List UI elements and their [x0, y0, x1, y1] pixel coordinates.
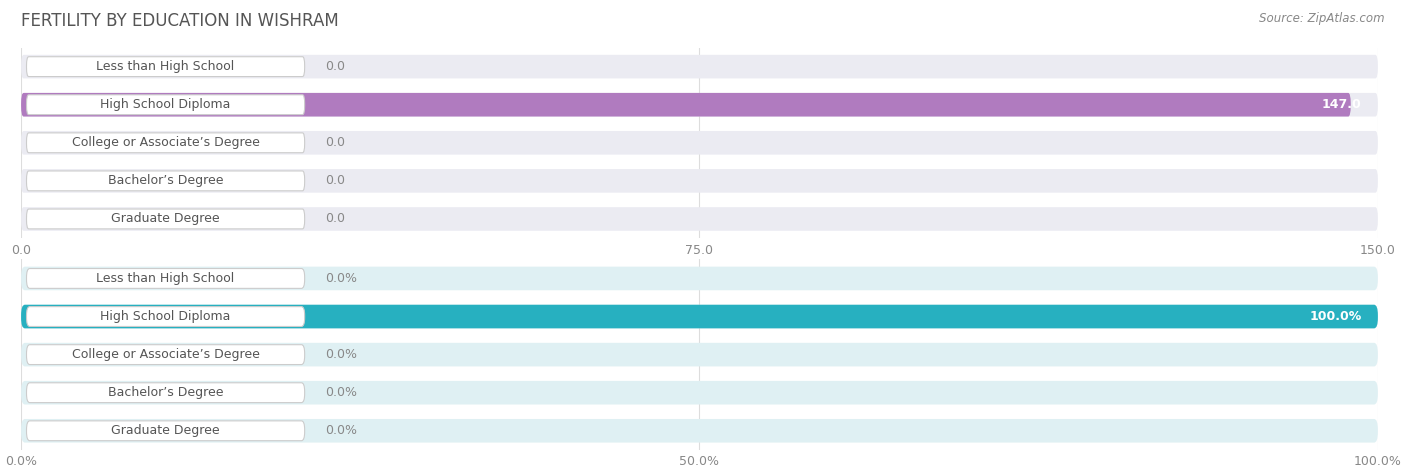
Text: 100.0%: 100.0%: [1309, 310, 1361, 323]
FancyBboxPatch shape: [27, 57, 305, 77]
FancyBboxPatch shape: [21, 305, 1378, 328]
FancyBboxPatch shape: [27, 307, 305, 327]
FancyBboxPatch shape: [21, 419, 1378, 443]
Text: Bachelor’s Degree: Bachelor’s Degree: [108, 174, 224, 188]
Text: College or Associate’s Degree: College or Associate’s Degree: [72, 348, 260, 361]
Text: 0.0: 0.0: [325, 174, 344, 188]
FancyBboxPatch shape: [21, 381, 1378, 405]
Text: 0.0: 0.0: [325, 212, 344, 226]
Text: 0.0: 0.0: [325, 136, 344, 149]
FancyBboxPatch shape: [21, 169, 1378, 193]
FancyBboxPatch shape: [27, 209, 305, 229]
FancyBboxPatch shape: [21, 93, 1351, 117]
Text: Graduate Degree: Graduate Degree: [111, 212, 219, 226]
FancyBboxPatch shape: [21, 267, 1378, 290]
FancyBboxPatch shape: [27, 171, 305, 191]
FancyBboxPatch shape: [27, 383, 305, 403]
FancyBboxPatch shape: [27, 421, 305, 441]
FancyBboxPatch shape: [21, 305, 1378, 328]
Text: College or Associate’s Degree: College or Associate’s Degree: [72, 136, 260, 149]
FancyBboxPatch shape: [21, 55, 1378, 79]
Text: 0.0%: 0.0%: [325, 424, 357, 437]
FancyBboxPatch shape: [21, 207, 1378, 231]
FancyBboxPatch shape: [27, 345, 305, 365]
FancyBboxPatch shape: [27, 133, 305, 153]
Text: High School Diploma: High School Diploma: [100, 310, 231, 323]
Text: High School Diploma: High School Diploma: [100, 98, 231, 111]
Text: 0.0%: 0.0%: [325, 272, 357, 285]
Text: Graduate Degree: Graduate Degree: [111, 424, 219, 437]
Text: Bachelor’s Degree: Bachelor’s Degree: [108, 386, 224, 399]
Text: 147.0: 147.0: [1322, 98, 1361, 111]
FancyBboxPatch shape: [27, 268, 305, 288]
FancyBboxPatch shape: [21, 131, 1378, 155]
Text: Less than High School: Less than High School: [97, 272, 235, 285]
Text: Source: ZipAtlas.com: Source: ZipAtlas.com: [1260, 12, 1385, 25]
FancyBboxPatch shape: [21, 343, 1378, 367]
Text: Less than High School: Less than High School: [97, 60, 235, 73]
FancyBboxPatch shape: [21, 93, 1378, 117]
Text: FERTILITY BY EDUCATION IN WISHRAM: FERTILITY BY EDUCATION IN WISHRAM: [21, 12, 339, 30]
Text: 0.0%: 0.0%: [325, 348, 357, 361]
Text: 0.0%: 0.0%: [325, 386, 357, 399]
Text: 0.0: 0.0: [325, 60, 344, 73]
FancyBboxPatch shape: [27, 95, 305, 115]
